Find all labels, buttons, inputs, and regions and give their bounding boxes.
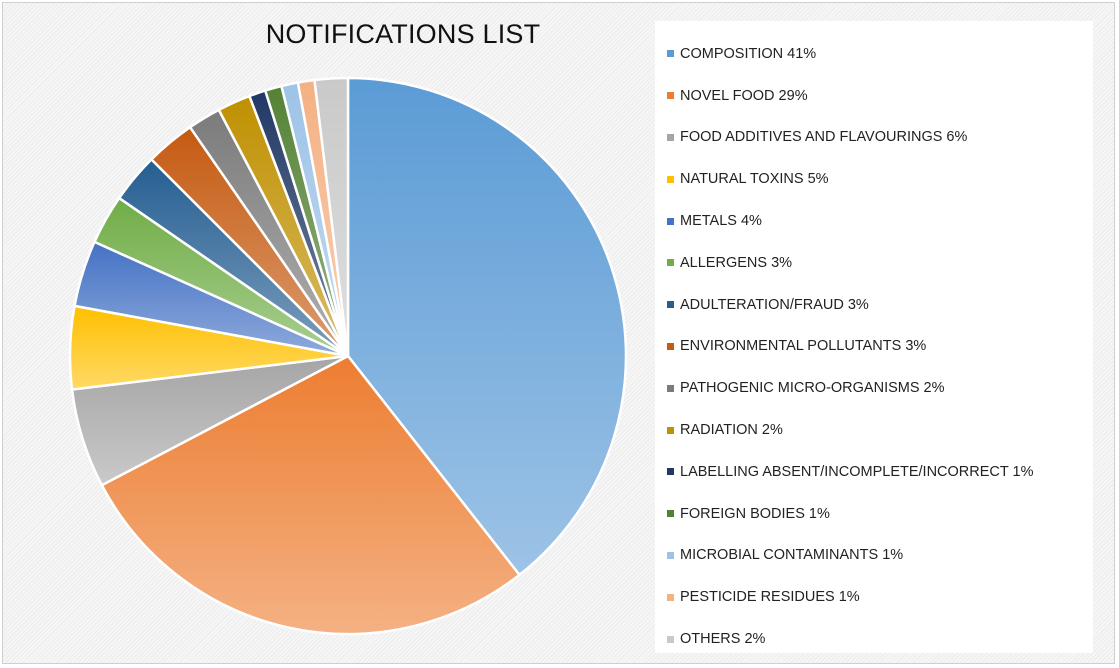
legend-label: OTHERS 2% [680, 631, 766, 648]
pie-slice-others [313, 76, 350, 358]
legend-label: METALS 4% [680, 213, 762, 230]
legend-swatch [667, 342, 674, 350]
legend-swatch [667, 635, 674, 643]
legend-item: ADULTERATION/FRAUD 3% [667, 284, 1093, 326]
legend-label: MICROBIAL CONTAMINANTS 1% [680, 547, 904, 564]
legend-item: COMPOSITION 41% [667, 33, 1093, 75]
legend-swatch [667, 217, 674, 225]
pie-slice-novel-food [100, 354, 521, 636]
legend-swatch [667, 259, 674, 267]
legend-item: ENVIRONMENTAL POLLUTANTS 3% [667, 326, 1093, 368]
legend-swatch [667, 301, 674, 309]
pie-chart [68, 76, 628, 636]
legend-item: LABELLING ABSENT/INCOMPLETE/INCORRECT 1% [667, 451, 1093, 493]
legend-label: ENVIRONMENTAL POLLUTANTS 3% [680, 338, 927, 355]
legend-swatch [667, 468, 674, 476]
legend-label: ADULTERATION/FRAUD 3% [680, 296, 869, 313]
legend-label: RADIATION 2% [680, 422, 783, 439]
legend-label: PATHOGENIC MICRO-ORGANISMS 2% [680, 380, 945, 397]
legend-item: NOVEL FOOD 29% [667, 75, 1093, 117]
legend-label: NATURAL TOXINS 5% [680, 171, 829, 188]
legend-label: COMPOSITION 41% [680, 45, 817, 62]
legend-item: FOOD ADDITIVES AND FLAVOURINGS 6% [667, 117, 1093, 159]
legend-swatch [667, 551, 674, 559]
legend-item: RADIATION 2% [667, 409, 1093, 451]
legend-swatch [667, 593, 674, 601]
legend-label: PESTICIDE RESIDUES 1% [680, 589, 860, 606]
legend-swatch [667, 92, 674, 100]
legend-swatch [667, 133, 674, 141]
legend-item: PATHOGENIC MICRO-ORGANISMS 2% [667, 367, 1093, 409]
legend-swatch [667, 384, 674, 392]
legend-label: NOVEL FOOD 29% [680, 87, 808, 104]
legend-swatch [667, 510, 674, 518]
legend-item: METALS 4% [667, 200, 1093, 242]
legend-label: LABELLING ABSENT/INCOMPLETE/INCORRECT 1% [680, 463, 1034, 480]
legend-swatch [667, 50, 674, 58]
legend-swatch [667, 175, 674, 183]
legend-swatch [667, 426, 674, 434]
legend-item: OTHERS 2% [667, 618, 1093, 660]
chart-title: NOTIFICATIONS LIST [265, 19, 541, 49]
legend: COMPOSITION 41% NOVEL FOOD 29% FOOD ADDITI… [655, 21, 1093, 653]
pie-slice-composition [346, 76, 628, 577]
legend-item: NATURAL TOXINS 5% [667, 158, 1093, 200]
legend-item: FOREIGN BODIES 1% [667, 493, 1093, 535]
legend-label: FOREIGN BODIES 1% [680, 505, 830, 522]
legend-label: ALLERGENS 3% [680, 254, 793, 271]
legend-item: ALLERGENS 3% [667, 242, 1093, 284]
legend-label: FOOD ADDITIVES AND FLAVOURINGS 6% [680, 129, 968, 146]
legend-item: MICROBIAL CONTAMINANTS 1% [667, 535, 1093, 577]
legend-item: PESTICIDE RESIDUES 1% [667, 576, 1093, 618]
